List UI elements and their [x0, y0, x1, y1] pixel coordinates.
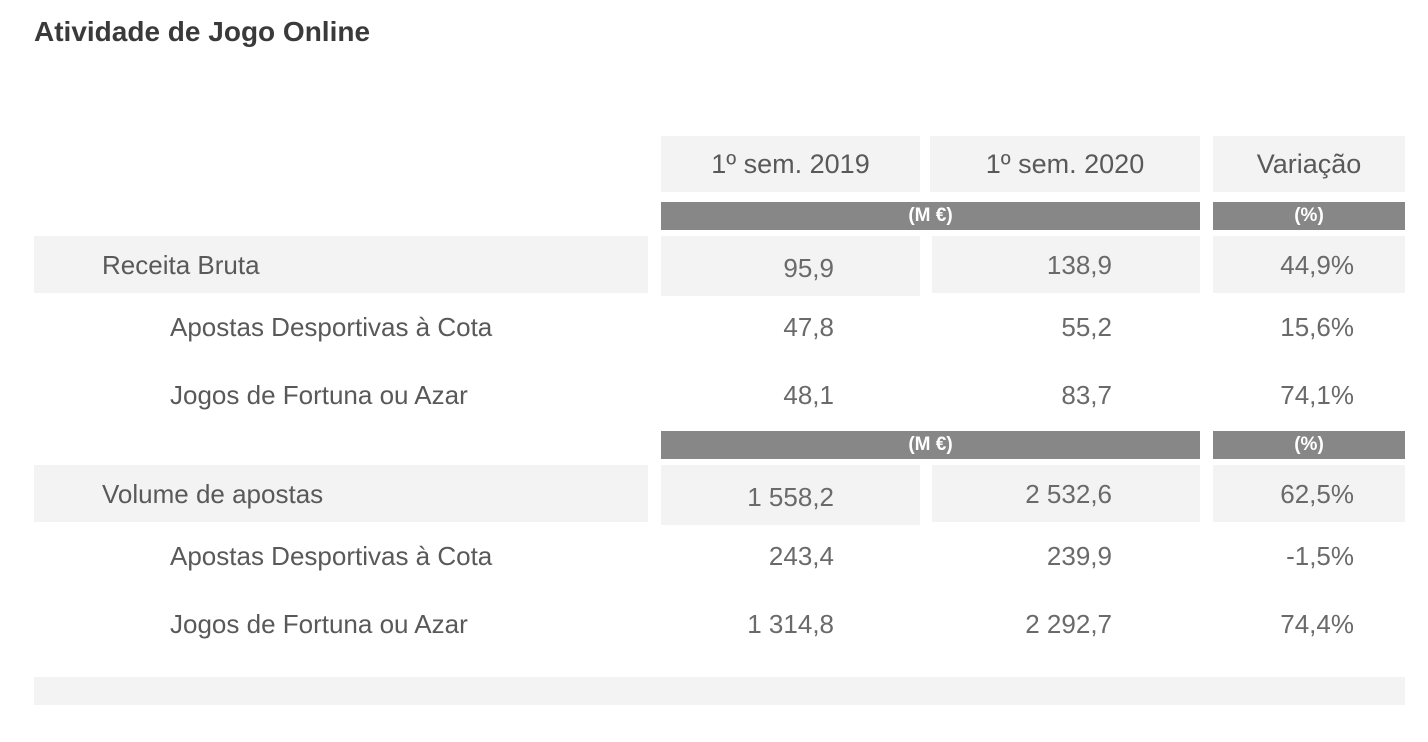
row-value-variation: -1,5%: [1286, 541, 1354, 571]
section-value-variation: 44,9%: [1280, 250, 1354, 280]
row-value-2019: 243,4: [768, 541, 834, 571]
section-label: Volume de apostas: [102, 479, 324, 509]
section-value-bg: [932, 236, 1200, 293]
row-value-2020: 239,9: [1046, 541, 1112, 571]
column-header-3: Variação: [1213, 136, 1405, 192]
section-value-bg: [661, 465, 920, 525]
section-row-bg: [34, 236, 648, 293]
row-value-2020: 2 292,7: [1025, 609, 1112, 639]
row-label: Jogos de Fortuna ou Azar: [170, 380, 468, 410]
row-value-variation: 74,4%: [1280, 609, 1354, 639]
unit-bar-percent: (%): [1213, 431, 1405, 459]
unit-bar-money: (M €): [661, 202, 1200, 230]
row-value-variation: 15,6%: [1280, 312, 1354, 342]
column-header-2-label: 1º sem. 2020: [985, 148, 1145, 179]
section-value-2020: 2 532,6: [1025, 479, 1112, 509]
section-value-bg: [1213, 236, 1405, 293]
section-label: Receita Bruta: [102, 250, 260, 280]
row-value-2019: 47,8: [783, 312, 834, 342]
column-header-2: 1º sem. 2020: [930, 136, 1200, 192]
section-value-variation: 62,5%: [1280, 479, 1354, 509]
section-value-2019: 95,9: [783, 253, 834, 283]
footer-bar: [34, 677, 1405, 705]
row-label: Apostas Desportivas à Cota: [170, 312, 493, 342]
row-value-2020: 83,7: [1061, 380, 1112, 410]
row-label: Jogos de Fortuna ou Azar: [170, 609, 468, 639]
column-header-1-label: 1º sem. 2019: [711, 148, 870, 179]
row-value-variation: 74,1%: [1280, 380, 1354, 410]
row-label: Apostas Desportivas à Cota: [170, 541, 493, 571]
section-value-bg: [1213, 465, 1405, 522]
unit-bar-money: (M €): [661, 431, 1200, 459]
row-value-2019: 1 314,8: [747, 609, 834, 639]
column-header-3-label: Variação: [1256, 148, 1362, 179]
section-value-bg: [932, 465, 1200, 522]
section-row-bg: [34, 465, 648, 522]
row-value-2019: 48,1: [783, 380, 834, 410]
page-title: Atividade de Jogo Online: [34, 16, 371, 47]
unit-bar-percent: (%): [1213, 202, 1405, 230]
row-value-2020: 55,2: [1061, 312, 1112, 342]
section-value-bg: [661, 236, 920, 296]
section-value-2020: 138,9: [1046, 250, 1112, 280]
column-header-1: 1º sem. 2019: [661, 136, 920, 192]
section-value-2019: 1 558,2: [747, 482, 834, 512]
